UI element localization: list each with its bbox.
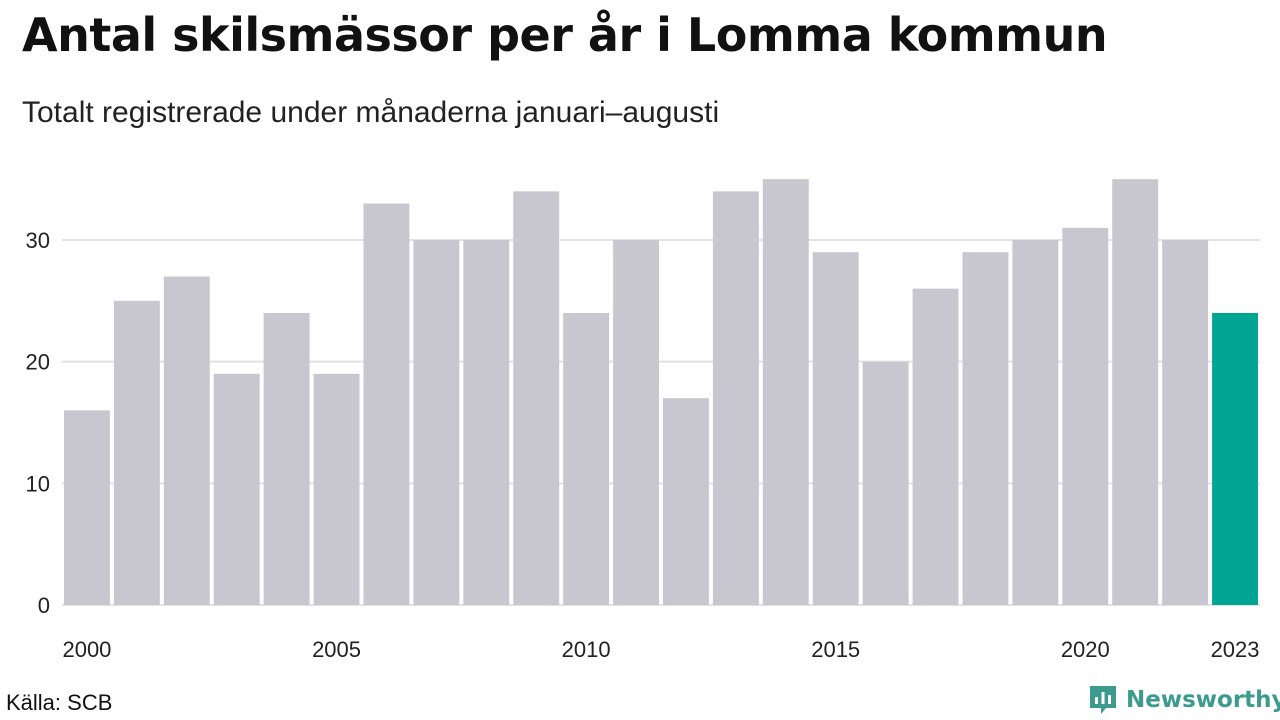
bars [64,179,1258,606]
bar-2007 [413,240,460,605]
bar-2023 [1212,313,1258,605]
y-tick-label: 10 [26,471,50,496]
x-tick-label: 2020 [1061,637,1110,662]
bar-2021 [1112,179,1159,605]
bar-2020 [1062,227,1109,606]
bar-2000 [64,410,110,605]
x-tick-label: 2023 [1211,637,1260,662]
x-tick-label: 2000 [62,637,111,662]
newsworthy-logo-icon [1090,686,1116,714]
bar-2006 [363,203,410,605]
brand-logo: Newsworthy [1088,684,1280,716]
bar-2019 [1012,240,1059,605]
bar-2005 [313,373,360,605]
bar-2015 [812,252,859,605]
bar-2002 [163,276,210,605]
bar-2017 [912,288,959,605]
bar-2018 [962,252,1009,605]
y-tick-label: 30 [26,228,50,253]
y-tick-label: 20 [26,350,50,375]
chart-subtitle: Totalt registrerade under månaderna janu… [22,96,720,129]
y-axis-ticks: 0 10 20 30 [26,228,50,618]
bar-2011 [613,240,659,605]
bar-2013 [712,191,759,606]
chart-title: Antal skilsmässor per år i Lomma kommun [22,8,1108,62]
bar-2001 [113,300,160,605]
x-tick-label: 2005 [312,637,361,662]
x-tick-label: 2015 [811,637,860,662]
bar-2022 [1162,240,1209,605]
x-tick-label: 2010 [562,637,611,662]
bar-2012 [663,398,709,605]
bar-2016 [862,361,909,605]
bar-2009 [513,191,560,606]
bar-2008 [463,240,510,605]
bar-2010 [563,313,610,605]
bar-2014 [762,179,809,605]
brand-name: Newsworthy [1126,687,1280,713]
bar-2003 [213,373,260,605]
bar-2004 [263,313,310,605]
grid-lines [62,239,1260,606]
x-axis-ticks: 2000 2005 2010 2015 2020 2023 [62,637,1259,662]
source-note: Källa: SCB [6,690,113,715]
y-tick-label: 0 [38,593,50,618]
